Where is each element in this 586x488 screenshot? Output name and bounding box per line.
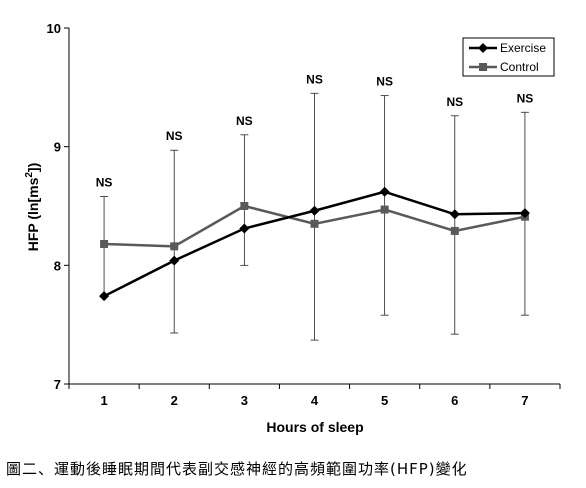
ns-label: NS xyxy=(236,114,253,128)
figure-caption: 圖二、運動後睡眠期間代表副交感神經的高頻範圍功率(HFP)變化 xyxy=(6,460,468,478)
y-tick-label: 8 xyxy=(54,258,61,273)
exercise-point xyxy=(449,209,460,220)
legend-box xyxy=(462,37,555,77)
x-tick-label: 1 xyxy=(100,393,107,408)
exercise-point xyxy=(309,205,320,216)
y-axis-title-sup: 2 xyxy=(24,172,35,178)
legend-exercise-label: Exercise xyxy=(500,41,546,55)
x-tick-label: 7 xyxy=(521,393,528,408)
legend-control-label: Control xyxy=(500,60,539,74)
x-tick-label: 3 xyxy=(241,393,248,408)
axes: 7 8 9 10 1 2 3 4 5 6 7 xyxy=(47,21,561,408)
x-tick-label: 2 xyxy=(171,393,178,408)
y-tick-label: 10 xyxy=(47,21,61,36)
ns-label: NS xyxy=(166,129,183,143)
series-lines xyxy=(99,186,530,302)
control-point xyxy=(450,226,459,235)
y-axis-title-main: HFP (ln[ms xyxy=(25,177,41,251)
y-axis-title: HFP (ln[ms2]) xyxy=(24,163,41,252)
legend: Exercise Control xyxy=(462,37,555,77)
ns-label: NS xyxy=(446,95,463,109)
chart: 7 8 9 10 1 2 3 4 5 6 7 NS NS NS NS NS NS NS Exercise Cont… xyxy=(24,21,561,435)
y-axis-title-end: ]) xyxy=(25,163,41,172)
ns-label: NS xyxy=(376,75,393,89)
exercise-point xyxy=(379,186,390,197)
y-tick-label: 9 xyxy=(54,140,61,155)
x-axis-title: Hours of sleep xyxy=(266,419,363,435)
ns-label: NS xyxy=(517,91,534,105)
exercise-point xyxy=(519,208,530,219)
exercise-point xyxy=(169,255,180,266)
exercise-point xyxy=(99,291,110,302)
ns-label: NS xyxy=(96,176,113,190)
legend-exercise-marker xyxy=(478,43,488,53)
control-point xyxy=(100,239,109,248)
control-point xyxy=(170,242,179,251)
control-point xyxy=(380,205,389,214)
error-bars xyxy=(100,92,529,341)
y-tick-label: 7 xyxy=(54,377,61,392)
x-tick-label: 6 xyxy=(451,393,458,408)
control-point xyxy=(310,219,319,228)
exercise-point xyxy=(239,223,250,234)
x-tick-label: 4 xyxy=(311,393,319,408)
control-point xyxy=(240,202,249,210)
ns-label: NS xyxy=(306,72,323,86)
legend-control-marker xyxy=(479,63,487,71)
annotations: NS NS NS NS NS NS NS xyxy=(96,72,534,189)
x-tick-label: 5 xyxy=(381,393,388,408)
